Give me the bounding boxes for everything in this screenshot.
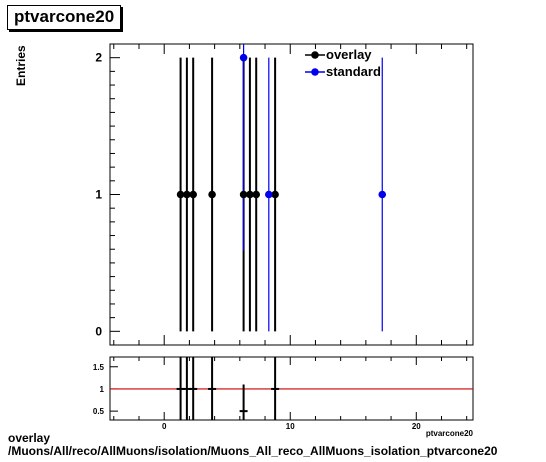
data-point [183, 190, 191, 199]
ratio-x-tick-label: 0 [162, 422, 167, 431]
legend-standard-label: standard [326, 64, 381, 79]
plot-title: ptvarcone20 [7, 5, 122, 30]
footer-line-1: overlay [8, 431, 51, 445]
main-plot-marks [176, 44, 387, 332]
ratio-x-tick-label: 10 [286, 422, 295, 431]
x-axis-label: ptvarcone20 [426, 429, 474, 438]
main-plot-ticks: 0 1 2 [95, 44, 468, 345]
data-point [176, 190, 185, 199]
y-tick-label: 0 [95, 324, 102, 338]
y-tick-label: 1 [95, 188, 102, 202]
ratio-y-tick-label: 1 [100, 385, 105, 394]
legend-overlay-label: overlay [326, 47, 372, 62]
ratio-x-tick-label: 20 [412, 422, 421, 431]
ratio-y-tick-label: 1.5 [93, 363, 105, 372]
data-point [239, 53, 248, 62]
ratio-plot-ticks: 0.5 1 1.5 0 10 20 ptvarcone20 [93, 357, 474, 438]
data-point [239, 190, 248, 199]
data-point [252, 190, 261, 199]
footer-line-2: /Muons/All/reco/AllMuons/isolation/Muons… [8, 444, 498, 458]
y-tick-label: 2 [95, 51, 102, 65]
data-point [271, 190, 279, 199]
main-plot-border [109, 43, 474, 346]
ratio-plot-marks [110, 357, 473, 420]
footer: overlay /Muons/All/reco/AllMuons/isolati… [8, 432, 497, 458]
legend: overlay standard [305, 47, 381, 79]
ratio-y-tick-label: 0.5 [93, 407, 105, 416]
legend-overlay-marker [311, 51, 319, 59]
data-point [246, 190, 254, 199]
data-point [189, 190, 197, 199]
main-plot-frame [109, 43, 474, 346]
data-point [265, 190, 273, 199]
data-point [208, 190, 216, 199]
data-point [378, 190, 387, 199]
legend-standard-marker [311, 68, 319, 76]
